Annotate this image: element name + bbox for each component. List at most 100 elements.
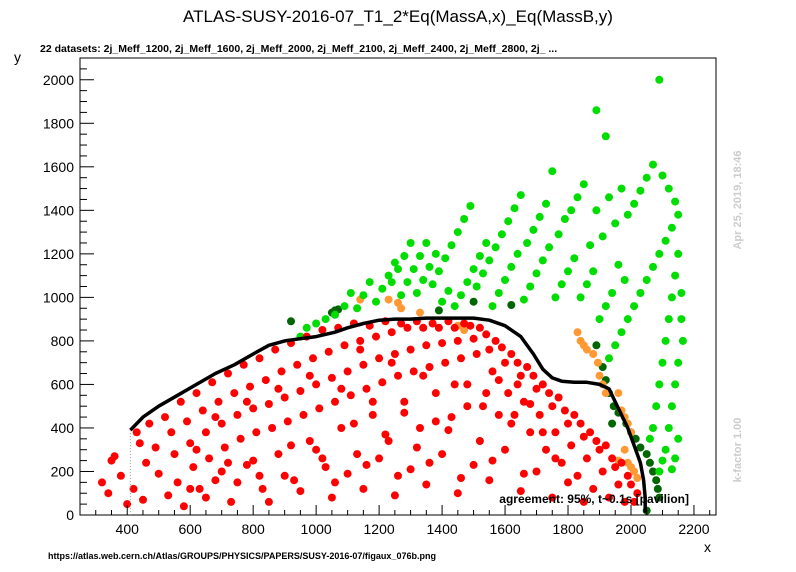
data-point bbox=[419, 323, 428, 332]
data-point bbox=[510, 410, 519, 419]
data-point bbox=[545, 389, 554, 398]
data-point bbox=[601, 132, 610, 141]
data-point bbox=[343, 367, 352, 376]
data-point bbox=[627, 480, 635, 489]
data-point bbox=[283, 417, 292, 426]
data-point bbox=[649, 160, 657, 169]
data-point bbox=[394, 471, 402, 480]
data-point bbox=[353, 304, 362, 313]
data-point bbox=[507, 350, 516, 358]
data-point bbox=[434, 306, 443, 315]
data-point bbox=[331, 478, 339, 487]
data-point bbox=[642, 276, 651, 284]
data-point bbox=[667, 465, 676, 474]
x-tick-label: 800 bbox=[241, 521, 265, 537]
data-point bbox=[645, 458, 654, 467]
data-point bbox=[617, 458, 626, 467]
data-point bbox=[268, 424, 277, 432]
data-point bbox=[593, 358, 602, 367]
data-point bbox=[220, 443, 229, 452]
data-point bbox=[491, 336, 500, 345]
data-point bbox=[224, 369, 232, 378]
data-point bbox=[457, 474, 465, 482]
data-point bbox=[425, 363, 434, 371]
data-point bbox=[346, 391, 355, 400]
data-point bbox=[457, 291, 465, 300]
data-point bbox=[545, 243, 554, 252]
data-point bbox=[564, 267, 572, 276]
data-point bbox=[667, 402, 676, 411]
data-point bbox=[664, 184, 673, 193]
data-point bbox=[217, 467, 226, 476]
data-point bbox=[327, 493, 336, 502]
data-point bbox=[620, 497, 629, 506]
data-point bbox=[211, 413, 220, 422]
data-point bbox=[642, 173, 651, 182]
y-tick-label: 1000 bbox=[43, 289, 74, 305]
data-point bbox=[362, 384, 371, 393]
data-point bbox=[652, 476, 661, 485]
data-point bbox=[507, 301, 516, 309]
data-point bbox=[183, 417, 191, 426]
data-point bbox=[548, 167, 557, 176]
data-point bbox=[501, 358, 509, 367]
data-point bbox=[412, 443, 421, 452]
data-point bbox=[201, 428, 210, 437]
data-point bbox=[381, 430, 390, 439]
data-point bbox=[296, 387, 305, 395]
data-point bbox=[368, 410, 377, 419]
data-point bbox=[649, 424, 657, 432]
data-point bbox=[394, 265, 402, 274]
data-point bbox=[620, 276, 629, 284]
data-point bbox=[582, 280, 591, 289]
data-point bbox=[224, 458, 232, 467]
chart-title: ATLAS-SUSY-2016-07_T1_2*Eq(MassA,x)_Eq(M… bbox=[183, 7, 613, 26]
data-point bbox=[431, 389, 440, 398]
data-point bbox=[469, 297, 478, 306]
data-point bbox=[504, 389, 513, 398]
data-point bbox=[255, 471, 264, 480]
data-point bbox=[605, 354, 613, 363]
data-point bbox=[444, 286, 453, 295]
data-point bbox=[154, 469, 163, 478]
data-point bbox=[110, 452, 119, 461]
data-point bbox=[642, 450, 651, 459]
data-point bbox=[671, 454, 680, 463]
data-point bbox=[529, 225, 538, 234]
data-point bbox=[608, 454, 617, 463]
data-point bbox=[337, 424, 346, 432]
y-tick-label: 600 bbox=[51, 376, 75, 392]
x-tick-label: 1800 bbox=[552, 521, 583, 537]
data-point bbox=[538, 428, 547, 437]
data-point bbox=[277, 367, 286, 376]
data-point bbox=[475, 252, 484, 260]
data-point bbox=[368, 397, 377, 406]
data-point bbox=[261, 376, 270, 385]
axes-layer: 400 600 800 1000 1200 1400 1600 1800 2000 2200 0 20… bbox=[43, 57, 711, 537]
data-point bbox=[170, 450, 179, 459]
data-point bbox=[671, 380, 680, 389]
data-point bbox=[623, 210, 632, 219]
data-point bbox=[586, 428, 595, 437]
data-point bbox=[664, 424, 673, 432]
data-point bbox=[655, 380, 664, 389]
data-point bbox=[359, 484, 368, 493]
data-point bbox=[526, 282, 535, 291]
data-point bbox=[258, 484, 267, 493]
data-point bbox=[201, 493, 210, 502]
data-point bbox=[598, 467, 607, 476]
data-point bbox=[312, 445, 321, 454]
data-point bbox=[349, 419, 358, 428]
data-point bbox=[412, 289, 421, 297]
data-point bbox=[460, 326, 469, 334]
data-point bbox=[501, 276, 509, 284]
data-point bbox=[491, 243, 500, 252]
data-point bbox=[431, 249, 440, 258]
data-point bbox=[519, 469, 528, 478]
data-point bbox=[365, 278, 374, 287]
data-point bbox=[551, 428, 560, 437]
data-point bbox=[535, 410, 544, 419]
data-point bbox=[189, 463, 198, 472]
data-point bbox=[186, 439, 195, 448]
data-point bbox=[573, 328, 582, 337]
